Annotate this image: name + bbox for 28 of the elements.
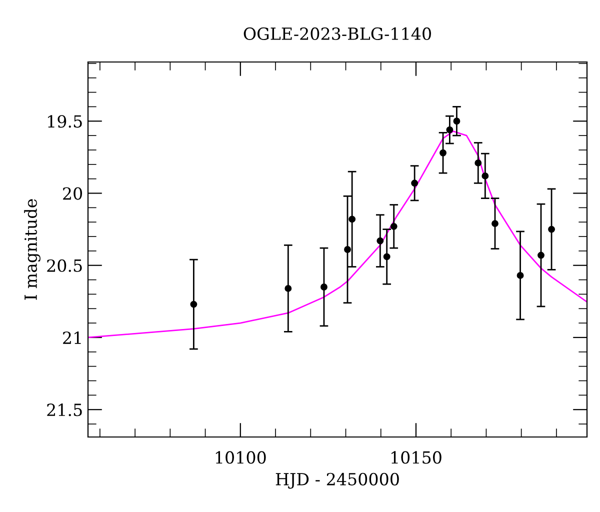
- point: [376, 237, 384, 244]
- point: [320, 284, 328, 290]
- y-tick-label: 20.5: [47, 259, 82, 272]
- point: [190, 300, 198, 308]
- point: [348, 216, 356, 223]
- y-tick-label: 21: [63, 331, 81, 344]
- point: [482, 172, 489, 180]
- chart-title: OGLE-2023-BLG-1140: [244, 27, 431, 40]
- x-tick-label: 10150: [392, 451, 442, 464]
- point: [516, 272, 524, 279]
- point: [446, 126, 454, 134]
- y-axis-title: I magnitude: [24, 199, 40, 300]
- point: [474, 159, 482, 166]
- point: [284, 284, 292, 292]
- x-tick-label: 10100: [216, 451, 266, 464]
- point: [453, 118, 460, 125]
- point: [548, 226, 556, 233]
- point: [411, 180, 418, 187]
- point: [383, 253, 390, 260]
- point: [344, 246, 351, 253]
- point: [390, 222, 398, 230]
- y-tick-label: 19.5: [48, 115, 82, 128]
- point: [538, 252, 544, 259]
- y-tick-label: 20: [63, 187, 82, 200]
- y-tick-label: 21.5: [47, 404, 82, 416]
- point: [440, 149, 446, 156]
- x-axis-title: HJD - 2450000: [276, 472, 399, 489]
- point: [492, 220, 498, 228]
